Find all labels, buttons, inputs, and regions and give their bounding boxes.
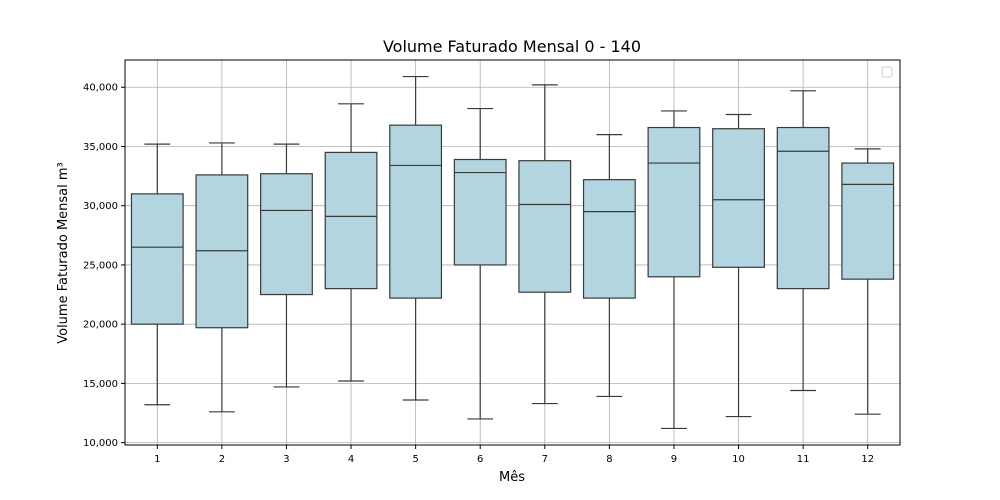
iqr-box (647, 126, 701, 278)
y-tick-label: 10,000 (83, 438, 118, 449)
box-series (130, 75, 895, 430)
iqr-box (776, 126, 830, 290)
iqr-box (582, 179, 636, 299)
x-axis-label: Mês (499, 470, 525, 485)
box-month-12 (841, 148, 895, 415)
y-tick-label: 30,000 (83, 201, 118, 212)
box-month-9 (647, 110, 701, 430)
iqr-box (130, 193, 184, 325)
y-axis-label: Volume Faturado Mensal m³ (56, 162, 71, 344)
box-month-11 (776, 90, 830, 392)
iqr-box (260, 173, 313, 296)
x-tick-label: 6 (477, 454, 483, 465)
y-tick-label: 20,000 (83, 320, 118, 331)
box-month-8 (582, 134, 636, 398)
iqr-box (712, 128, 765, 268)
y-tick-label: 15,000 (83, 379, 118, 390)
chart-title: Volume Faturado Mensal 0 - 140 (383, 37, 641, 56)
x-tick-label: 9 (671, 454, 677, 465)
x-tick-label: 12 (861, 454, 874, 465)
x-tick-label: 7 (542, 454, 548, 465)
x-tick-label: 2 (219, 454, 225, 465)
plot-area-frame (124, 59, 901, 446)
iqr-box (841, 162, 895, 280)
legend-box (881, 66, 893, 78)
x-tick-label: 11 (797, 454, 810, 465)
iqr-box (324, 151, 378, 290)
box-month-10 (712, 113, 765, 418)
x-axis-ticks: 1 2 3 4 5 6 7 8 9 10 11 12 (154, 445, 874, 465)
iqr-box (453, 158, 507, 266)
box-month-6 (453, 107, 507, 420)
x-tick-label: 1 (154, 454, 160, 465)
iqr-box (389, 124, 443, 299)
x-tick-label: 4 (348, 454, 354, 465)
box-month-1 (130, 143, 184, 406)
y-axis-ticks: 10,000 15,000 20,000 25,000 30,000 35,000 40,0… (83, 83, 125, 449)
x-tick-label: 8 (606, 454, 612, 465)
y-tick-label: 35,000 (83, 142, 118, 153)
box-month-2 (195, 142, 249, 413)
iqr-box (518, 160, 572, 293)
x-tick-label: 5 (412, 454, 418, 465)
x-tick-label: 10 (732, 454, 745, 465)
x-tick-label: 3 (283, 454, 289, 465)
box-month-3 (260, 143, 313, 388)
box-month-5 (389, 75, 443, 401)
y-tick-label: 25,000 (83, 260, 118, 271)
box-month-4 (324, 103, 378, 382)
box-month-7 (518, 84, 572, 405)
y-tick-label: 40,000 (83, 83, 118, 94)
